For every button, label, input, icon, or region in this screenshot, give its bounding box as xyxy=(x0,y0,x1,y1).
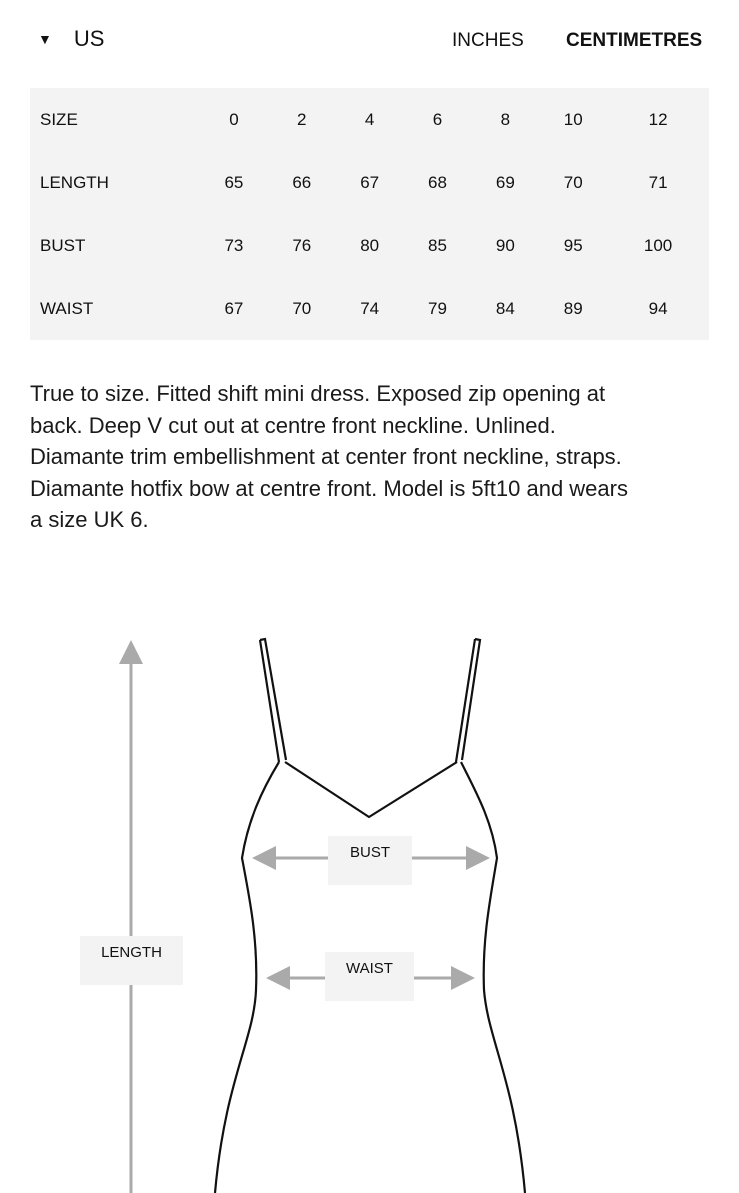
length-label: LENGTH xyxy=(80,936,183,985)
row-label: SIZE xyxy=(40,109,78,129)
table-cell: 8 xyxy=(500,109,511,129)
table-cell: 65 xyxy=(224,172,244,192)
table-cell: 68 xyxy=(428,172,447,192)
size-header: ▼ US INCHES CENTIMETRES xyxy=(0,26,739,56)
table-cell: 94 xyxy=(648,298,668,318)
row-label: WAIST xyxy=(40,298,94,318)
table-cell: 79 xyxy=(428,298,447,318)
table-cell: 69 xyxy=(495,172,515,192)
table-cell: 90 xyxy=(495,235,515,255)
triangle-down-icon: ▼ xyxy=(38,31,52,47)
table-cell: 6 xyxy=(432,109,443,129)
row-label: LENGTH xyxy=(40,172,109,192)
bust-label: BUST xyxy=(328,836,412,885)
unit-centimetres-button[interactable]: CENTIMETRES xyxy=(566,30,703,51)
table-cell: 89 xyxy=(563,298,583,318)
unit-inches-button[interactable]: INCHES xyxy=(452,30,524,51)
dress-measurement-diagram xyxy=(119,637,527,1193)
table-cell: 80 xyxy=(360,235,380,255)
table-cell: 100 xyxy=(643,235,673,255)
size-table: SIZE 0 2 4 6 8 10 12 LENGTH 65 66 67 68 69 70 71 BUST 73 7… xyxy=(30,88,709,340)
table-cell: 67 xyxy=(360,172,380,192)
table-cell: 71 xyxy=(648,172,668,192)
dress-outline xyxy=(213,637,527,1193)
table-cell: 76 xyxy=(292,235,312,255)
table-row: WAIST 67 70 74 79 84 89 94 xyxy=(30,277,709,340)
table-cell: 84 xyxy=(495,298,515,318)
table-cell: 10 xyxy=(563,109,583,129)
table-row: BUST 73 76 80 85 90 95 100 xyxy=(30,214,709,277)
row-label: BUST xyxy=(40,235,86,255)
table-cell: 2 xyxy=(297,109,307,129)
table-cell: 73 xyxy=(224,235,244,255)
table-cell: 4 xyxy=(364,109,375,129)
table-cell: 0 xyxy=(229,109,239,129)
table-cell: 85 xyxy=(428,235,447,255)
product-description: True to size. Fitted shift mini dress. E… xyxy=(30,381,628,532)
region-label: US xyxy=(73,26,105,51)
table-row: LENGTH 65 66 67 68 69 70 71 xyxy=(30,151,709,214)
table-cell: 70 xyxy=(563,172,583,192)
table-cell: 74 xyxy=(360,298,380,318)
region-dropdown[interactable]: ▼ US xyxy=(38,26,104,52)
table-row: SIZE 0 2 4 6 8 10 12 xyxy=(30,88,709,151)
table-cell: 70 xyxy=(292,298,312,318)
table-cell: 12 xyxy=(648,109,668,129)
table-cell: 67 xyxy=(224,298,244,318)
table-cell: 66 xyxy=(292,172,312,192)
table-cell: 95 xyxy=(563,235,583,255)
waist-label: WAIST xyxy=(325,952,414,1001)
